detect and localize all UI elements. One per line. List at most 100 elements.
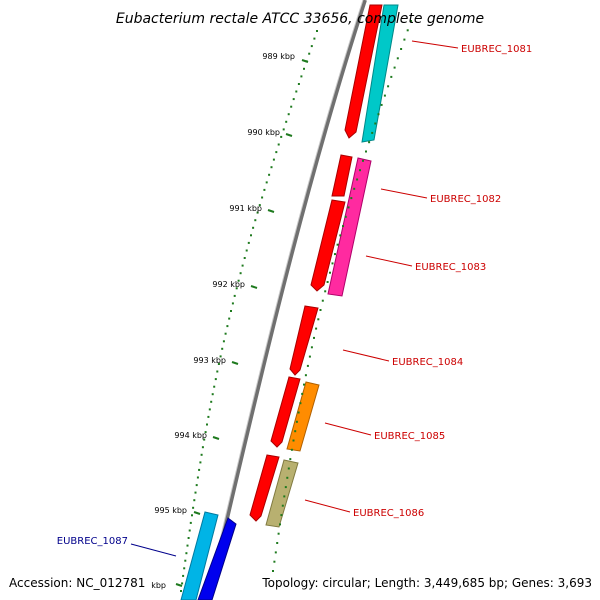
tick-label: 989 kbp: [262, 52, 295, 61]
track-dot: [191, 514, 193, 517]
track-dot: [365, 150, 367, 153]
track-dot: [192, 506, 195, 509]
accession-label: Accession: NC_012781: [9, 576, 145, 590]
gene-feature-1085[interactable]: [286, 381, 320, 452]
track-dot: [241, 264, 244, 267]
track-dot: [183, 567, 186, 570]
cds-feature[interactable]: [249, 454, 280, 522]
gene-feature-1081[interactable]: [361, 4, 399, 143]
track-dot: [280, 135, 283, 138]
track-dot: [374, 122, 377, 125]
track-dot: [221, 347, 224, 350]
track-dot: [277, 532, 280, 535]
track-dot: [383, 94, 386, 97]
track-dot: [195, 484, 198, 487]
track-dot: [410, 20, 412, 22]
track-dot: [224, 332, 227, 335]
track-dot: [281, 504, 284, 507]
track-dot: [324, 290, 327, 293]
track-dot: [317, 318, 320, 321]
track-dot: [387, 85, 390, 88]
track-dot: [270, 166, 273, 169]
gene-feature-1082[interactable]: [327, 157, 372, 297]
track-dot: [362, 159, 364, 162]
track-dot: [256, 211, 259, 214]
tick-label: 990 kbp: [247, 128, 280, 137]
track-dot: [303, 67, 305, 70]
gene-track: [180, 4, 399, 600]
track-dot: [208, 408, 211, 411]
track-dot: [181, 582, 184, 585]
cds-feature[interactable]: [331, 154, 353, 197]
track-dot: [228, 317, 231, 320]
gene-label-1087[interactable]: EUBREC_1087: [57, 536, 128, 547]
track-dot: [368, 141, 371, 144]
track-dot: [265, 181, 268, 184]
track-dot: [276, 542, 279, 544]
cds-feature[interactable]: [310, 199, 346, 292]
track-dot: [329, 271, 331, 274]
gene-label-1082[interactable]: EUBREC_1082: [430, 194, 501, 205]
scale-track: [180, 30, 318, 592]
track-dot: [299, 402, 302, 405]
track-dot: [206, 423, 208, 426]
track-dot: [310, 346, 313, 349]
track-dot: [304, 374, 307, 377]
tick-mark: [212, 436, 220, 440]
track-dot: [290, 448, 293, 451]
track-dot: [292, 439, 295, 442]
track-dot: [272, 570, 274, 572]
tick-mark: [267, 209, 275, 213]
tick-mark: [175, 583, 183, 587]
leader-line-1082: [380, 188, 428, 199]
track-dot: [286, 476, 289, 479]
cds-feature[interactable]: [344, 4, 383, 139]
track-dot: [356, 178, 359, 181]
gene-label-1083[interactable]: EUBREC_1083: [415, 262, 486, 273]
track-dot: [300, 75, 303, 78]
track-dot: [213, 385, 216, 388]
cds-feature[interactable]: [197, 517, 237, 600]
track-dot: [306, 364, 309, 367]
track-dot: [316, 30, 318, 32]
track-dot: [186, 544, 189, 547]
leader-line-1085: [324, 422, 372, 436]
tick-label: 991 kbp: [229, 204, 262, 213]
cds-feature[interactable]: [289, 305, 319, 376]
track-dot: [279, 523, 281, 526]
track-dot: [275, 151, 278, 154]
track-dot: [284, 486, 287, 489]
track-dot: [201, 446, 204, 449]
track-dot: [214, 378, 217, 381]
track-dot: [406, 29, 409, 32]
track-dot: [292, 98, 295, 101]
track-dot: [254, 219, 257, 222]
leader-line-1081: [411, 40, 459, 49]
track-dot: [274, 551, 277, 554]
track-dot: [400, 48, 403, 50]
gene-feature-1086[interactable]: [265, 459, 299, 528]
tick-label: 995 kbp: [154, 506, 187, 515]
track-dot: [185, 552, 188, 555]
track-dot: [231, 302, 234, 305]
genome-summary: Topology: circular; Length: 3,449,685 bp…: [261, 576, 592, 590]
tick-mark: [301, 59, 309, 63]
gene-label-1085[interactable]: EUBREC_1085: [374, 431, 445, 442]
tick-marks: [175, 59, 309, 587]
track-dot: [336, 243, 339, 246]
cds-feature[interactable]: [270, 376, 301, 448]
gene-label-1081[interactable]: EUBREC_1081: [461, 44, 532, 55]
gene-label-1086[interactable]: EUBREC_1086: [353, 508, 424, 519]
track-dot: [339, 234, 342, 237]
gene-label-1084[interactable]: EUBREC_1084: [392, 357, 463, 368]
track-dot: [252, 226, 255, 229]
track-dot: [222, 340, 225, 343]
track-dot: [310, 45, 313, 48]
track-dot: [211, 393, 214, 396]
track-dot: [287, 467, 290, 470]
track-dot: [230, 310, 232, 312]
gene-feature-1087[interactable]: [180, 511, 219, 600]
track-dot: [263, 188, 266, 191]
tick-mark: [193, 511, 201, 515]
